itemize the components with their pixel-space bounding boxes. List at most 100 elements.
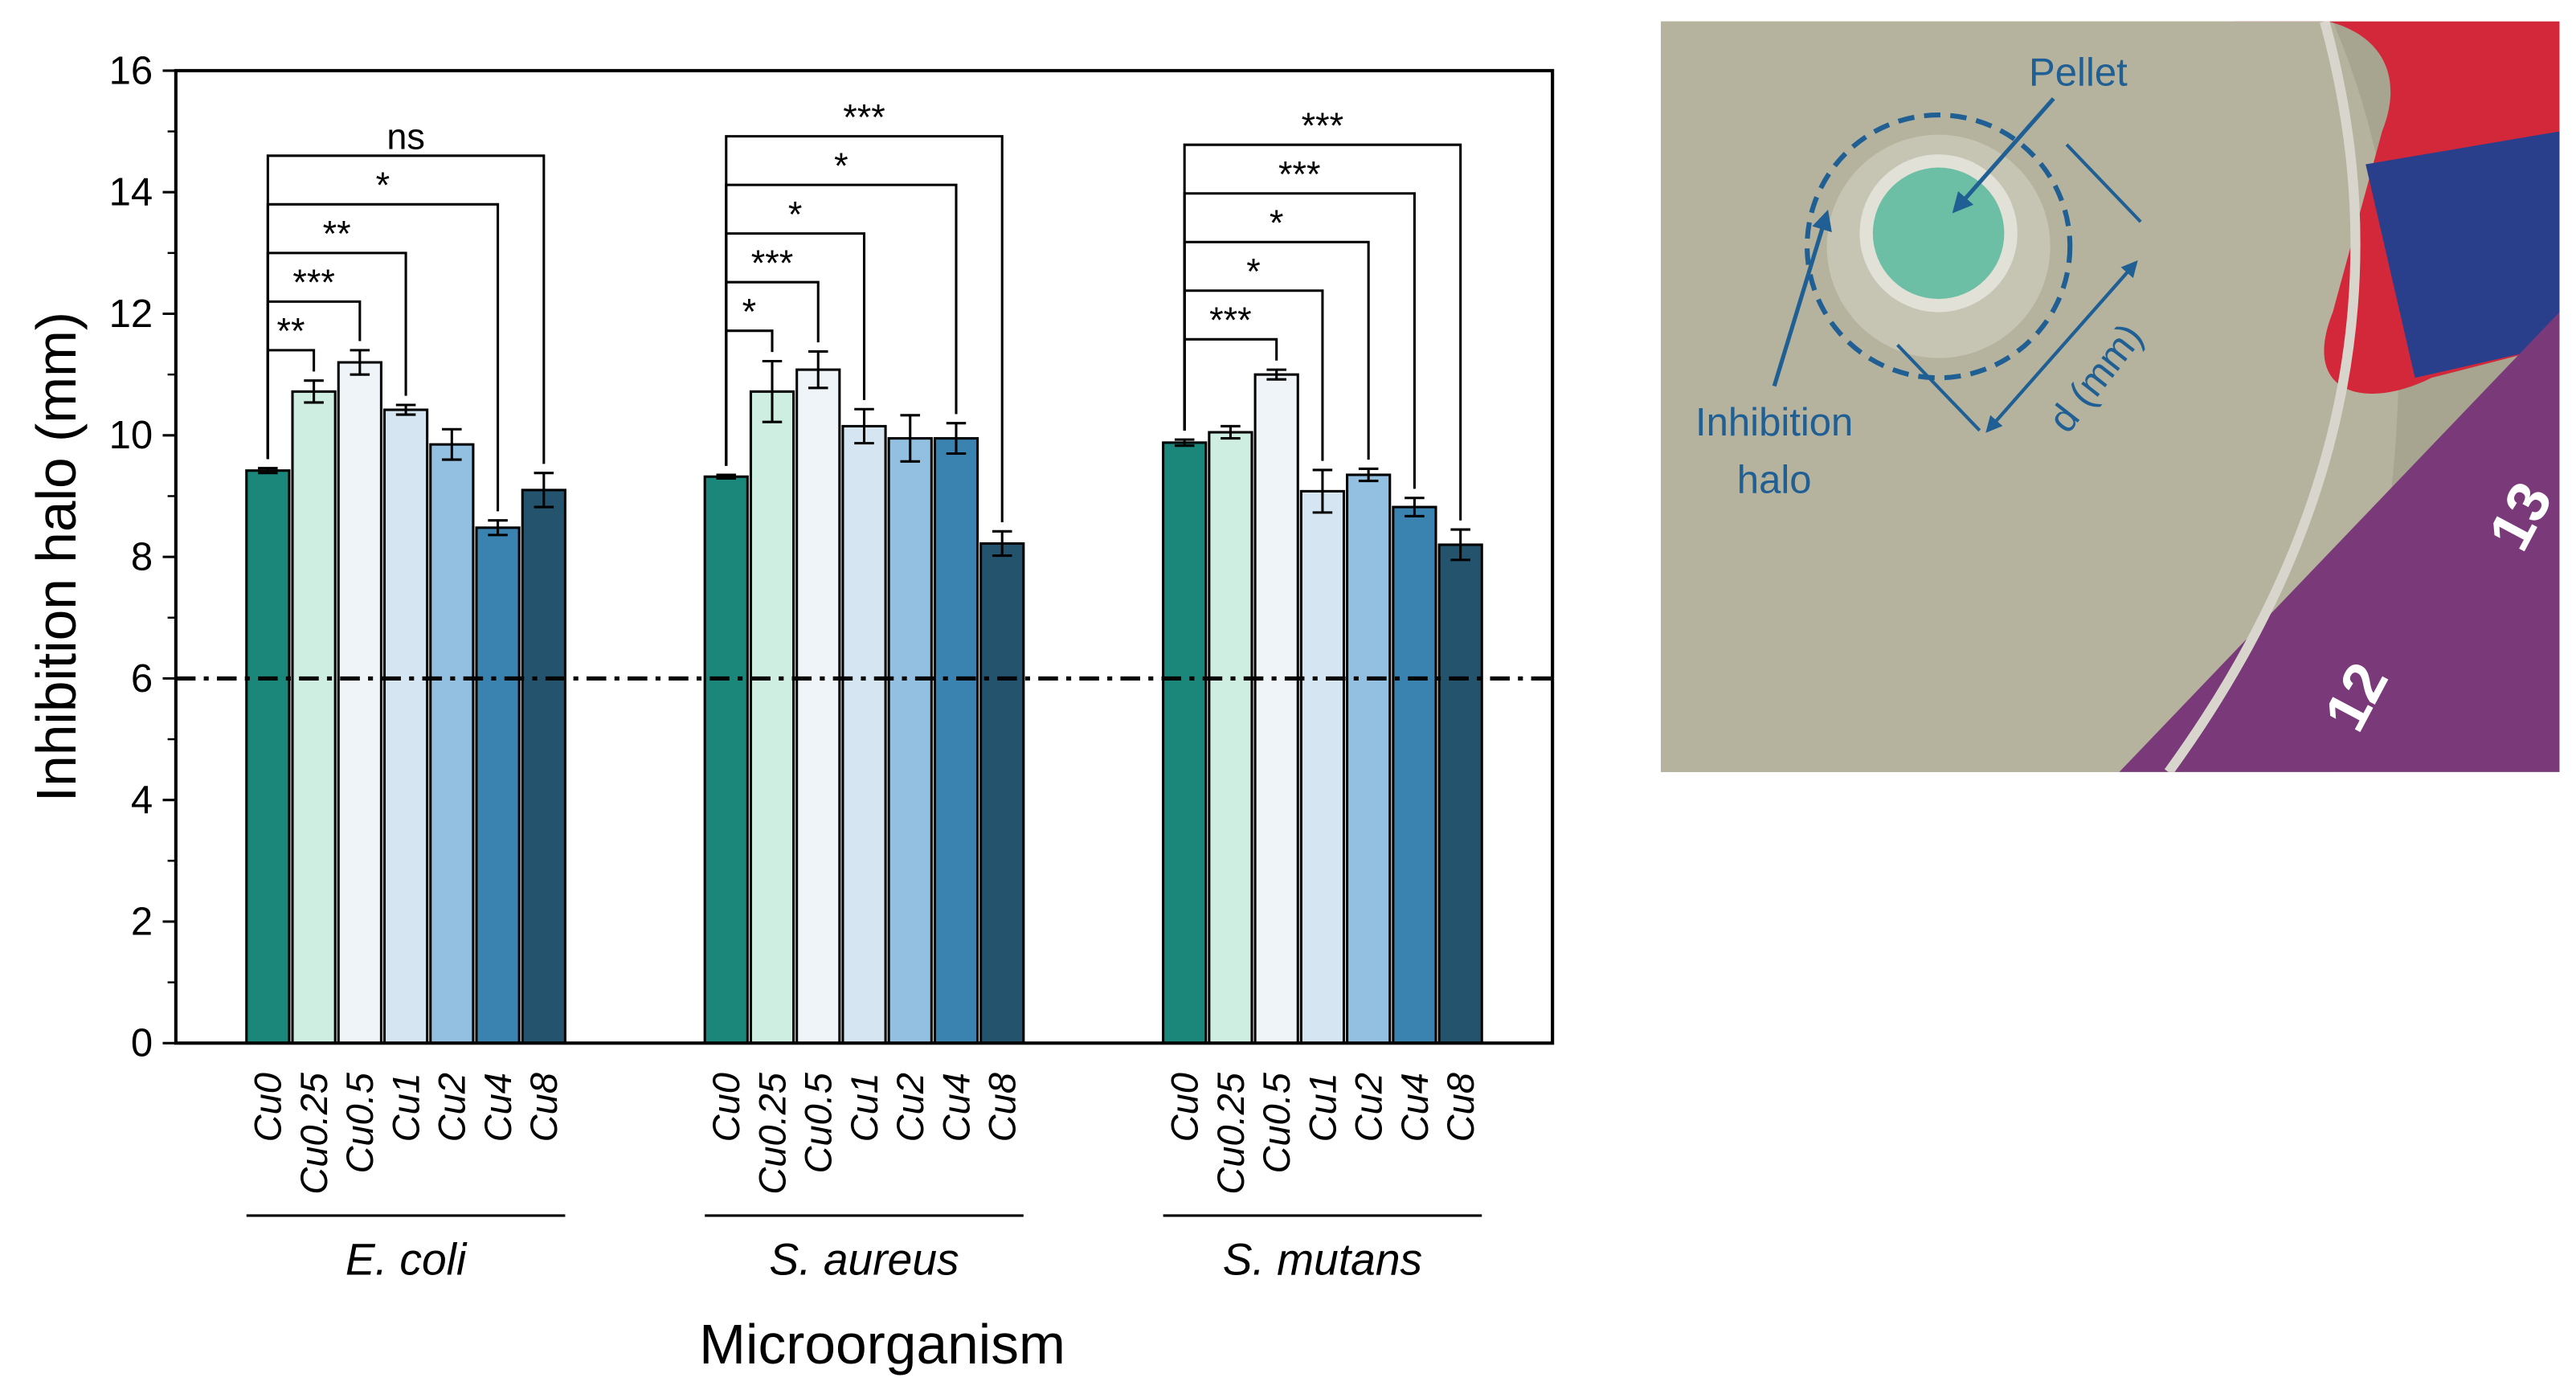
- x-tick-label: Cu0: [1163, 1073, 1206, 1142]
- bar: [475, 526, 521, 1044]
- significance-label: *: [1246, 251, 1261, 292]
- significance-label: ***: [843, 96, 885, 137]
- x-tick-label: Cu8: [981, 1073, 1024, 1142]
- error-bar: [1312, 468, 1333, 514]
- significance-label: ns: [386, 117, 425, 157]
- significance-label: **: [276, 311, 305, 352]
- significance-label: ***: [1278, 154, 1321, 195]
- bar: [1253, 373, 1299, 1044]
- significance-bracket: [1183, 143, 1462, 521]
- y-tick-label: 0: [131, 1022, 153, 1065]
- pellet-arrow: [1952, 96, 2055, 214]
- error-bar: [488, 519, 508, 537]
- significance-label: *: [834, 145, 848, 186]
- x-tick-label: Cu0.25: [750, 1072, 793, 1194]
- bar: [521, 489, 566, 1044]
- x-tick-label: Cu1: [843, 1073, 885, 1142]
- y-tick-label: 4: [131, 779, 153, 822]
- bar: [979, 542, 1025, 1044]
- x-tick-label: Cu8: [1439, 1073, 1482, 1142]
- bar: [749, 390, 795, 1044]
- error-bar: [1174, 438, 1195, 448]
- halo-arrow: [1772, 209, 1832, 387]
- bar: [1299, 489, 1346, 1044]
- error-bar: [762, 359, 783, 423]
- significance-label: *: [742, 292, 757, 333]
- bar: [1162, 441, 1208, 1044]
- bar: [382, 408, 429, 1044]
- y-tick-label: 2: [131, 900, 153, 943]
- error-bar: [854, 407, 874, 445]
- error-bar: [1358, 467, 1379, 483]
- x-tick-label: Cu0.5: [338, 1072, 381, 1173]
- x-tick-label: Cu0.5: [797, 1072, 840, 1173]
- group-label: S. mutans: [1223, 1235, 1422, 1285]
- x-tick-label: Cu2: [431, 1073, 473, 1142]
- dim-tick: [2065, 143, 2142, 223]
- significance-bracket: [1183, 289, 1324, 461]
- pellet: [1872, 167, 2005, 300]
- error-bar: [1221, 424, 1241, 440]
- plot-frame: [174, 68, 1555, 1045]
- y-tick-label: 8: [131, 535, 153, 578]
- bar: [703, 475, 749, 1044]
- bar: [887, 437, 933, 1044]
- significance-label: *: [788, 194, 803, 235]
- dim-arrow: [1986, 260, 2138, 432]
- x-tick-label: Cu1: [384, 1073, 427, 1142]
- bar: [337, 361, 382, 1044]
- bar: [1346, 473, 1392, 1044]
- error-bar: [1450, 528, 1470, 562]
- error-bar: [992, 529, 1012, 558]
- error-bar: [258, 467, 278, 475]
- bar: [933, 437, 979, 1044]
- x-axis-title: Microorganism: [699, 1313, 1065, 1376]
- significance-label: ***: [292, 262, 335, 303]
- x-tick-label: Cu1: [1301, 1073, 1343, 1142]
- background-blue: [2365, 131, 2560, 378]
- bar: [291, 390, 337, 1044]
- significance-bracket: [725, 135, 1004, 522]
- x-tick-label: Cu4: [934, 1073, 977, 1142]
- significance-label: *: [1270, 202, 1284, 243]
- x-tick-label: Cu2: [889, 1073, 931, 1142]
- dish-edge: [2164, 21, 2361, 772]
- x-tick-label: Cu0.25: [292, 1072, 335, 1194]
- bar: [245, 469, 291, 1044]
- error-bar: [808, 350, 828, 390]
- x-tick-label: Cu8: [522, 1073, 565, 1142]
- error-bar: [716, 473, 737, 480]
- x-tick-label: Cu2: [1347, 1073, 1390, 1142]
- halo-outline: [1805, 112, 2073, 381]
- x-tick-label: Cu0: [705, 1073, 747, 1142]
- error-bar: [1266, 368, 1286, 381]
- y-tick-label: 12: [109, 292, 153, 336]
- bar: [795, 368, 841, 1044]
- error-bar: [900, 414, 921, 463]
- significance-label: ***: [1302, 105, 1344, 146]
- error-bar: [1405, 497, 1425, 517]
- y-tick-label: 6: [131, 657, 153, 701]
- x-tick-label: Cu0.25: [1209, 1072, 1252, 1194]
- error-bar: [946, 422, 967, 456]
- bar: [1392, 505, 1437, 1044]
- x-tick-label: Cu4: [476, 1073, 519, 1142]
- significance-label: **: [323, 214, 351, 255]
- bar: [841, 424, 887, 1044]
- error-bar: [304, 379, 324, 404]
- x-tick-label: Cu0.5: [1255, 1072, 1298, 1173]
- error-bar: [442, 427, 462, 461]
- significance-label: *: [376, 165, 390, 206]
- group-label: S. aureus: [769, 1235, 959, 1285]
- halo-label: Inhibition: [1695, 401, 1853, 444]
- photo: Pellet Inhibition halo d (mm) 12 13: [1661, 21, 2560, 772]
- y-axis-title: Inhibition halo (mm): [25, 312, 88, 802]
- ruler: [2119, 312, 2560, 772]
- y-tick-label: 14: [109, 171, 153, 215]
- significance-label: ***: [751, 243, 794, 284]
- error-bar: [534, 472, 554, 509]
- halo-label: halo: [1737, 458, 1812, 501]
- significance-bracket: [266, 154, 546, 464]
- pellet-label: Pellet: [2029, 51, 2128, 94]
